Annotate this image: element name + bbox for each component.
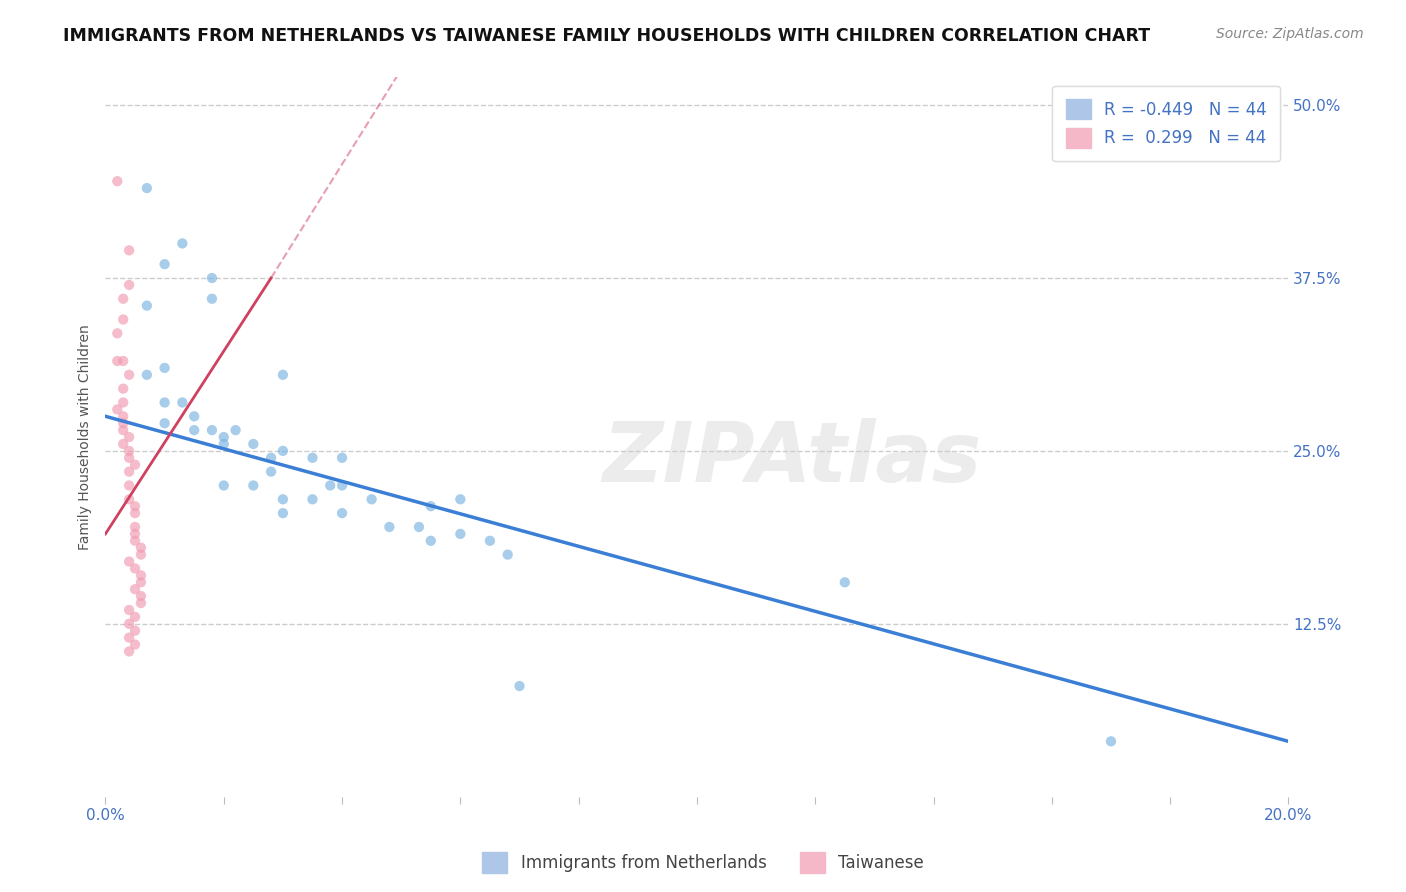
Point — [124, 638, 146, 652]
Point — [271, 506, 294, 520]
Point — [112, 423, 135, 437]
Point — [118, 465, 141, 479]
Point — [118, 450, 141, 465]
Point — [118, 277, 141, 292]
Point — [105, 402, 128, 417]
Point — [129, 575, 152, 590]
Point — [419, 500, 441, 514]
Point — [105, 354, 128, 368]
Point — [112, 354, 135, 368]
Text: Source: ZipAtlas.com: Source: ZipAtlas.com — [1216, 27, 1364, 41]
Point — [118, 616, 141, 631]
Point — [201, 292, 224, 306]
Point — [105, 326, 128, 341]
Point — [271, 443, 294, 458]
Legend: Immigrants from Netherlands, Taiwanese: Immigrants from Netherlands, Taiwanese — [475, 846, 931, 880]
Point — [378, 520, 401, 534]
Point — [112, 292, 135, 306]
Point — [496, 548, 519, 562]
Point — [118, 244, 141, 258]
Point — [118, 631, 141, 645]
Point — [124, 533, 146, 548]
Point — [408, 520, 430, 534]
Point — [118, 644, 141, 658]
Point — [124, 610, 146, 624]
Legend: R = -0.449   N = 44, R =  0.299   N = 44: R = -0.449 N = 44, R = 0.299 N = 44 — [1052, 86, 1279, 161]
Point — [112, 416, 135, 430]
Point — [118, 478, 141, 492]
Point — [135, 299, 157, 313]
Point — [124, 527, 146, 541]
Point — [124, 624, 146, 638]
Point — [330, 450, 353, 465]
Point — [124, 506, 146, 520]
Point — [201, 271, 224, 285]
Point — [449, 527, 471, 541]
Point — [183, 423, 205, 437]
Text: ZIPAtlas: ZIPAtlas — [602, 418, 981, 500]
Point — [112, 395, 135, 409]
Point — [124, 520, 146, 534]
Point — [260, 450, 283, 465]
Point — [212, 437, 235, 451]
Point — [112, 312, 135, 326]
Point — [118, 603, 141, 617]
Point — [124, 582, 146, 597]
Point — [129, 589, 152, 603]
Point — [135, 368, 157, 382]
Point — [360, 492, 382, 507]
Point — [419, 533, 441, 548]
Point — [330, 506, 353, 520]
Point — [112, 382, 135, 396]
Point — [242, 478, 264, 492]
Point — [153, 257, 176, 271]
Point — [508, 679, 530, 693]
Point — [112, 437, 135, 451]
Point — [225, 423, 247, 437]
Point — [105, 174, 128, 188]
Point — [301, 492, 323, 507]
Point — [172, 395, 194, 409]
Point — [129, 596, 152, 610]
Point — [212, 430, 235, 444]
Point — [153, 395, 176, 409]
Point — [301, 450, 323, 465]
Point — [260, 465, 283, 479]
Point — [118, 555, 141, 569]
Point — [118, 368, 141, 382]
Point — [153, 360, 176, 375]
Point — [124, 500, 146, 514]
Point — [129, 548, 152, 562]
Point — [201, 423, 224, 437]
Point — [1099, 734, 1122, 748]
Point — [183, 409, 205, 424]
Y-axis label: Family Households with Children: Family Households with Children — [79, 324, 93, 550]
Point — [478, 533, 501, 548]
Point — [212, 478, 235, 492]
Point — [271, 368, 294, 382]
Point — [129, 568, 152, 582]
Point — [112, 409, 135, 424]
Point — [118, 492, 141, 507]
Point — [834, 575, 856, 590]
Point — [271, 492, 294, 507]
Point — [135, 181, 157, 195]
Point — [124, 561, 146, 575]
Point — [118, 430, 141, 444]
Point — [330, 478, 353, 492]
Point — [118, 443, 141, 458]
Point — [153, 416, 176, 430]
Text: IMMIGRANTS FROM NETHERLANDS VS TAIWANESE FAMILY HOUSEHOLDS WITH CHILDREN CORRELA: IMMIGRANTS FROM NETHERLANDS VS TAIWANESE… — [63, 27, 1150, 45]
Point — [319, 478, 342, 492]
Point — [172, 236, 194, 251]
Point — [124, 458, 146, 472]
Point — [449, 492, 471, 507]
Point — [129, 541, 152, 555]
Point — [242, 437, 264, 451]
